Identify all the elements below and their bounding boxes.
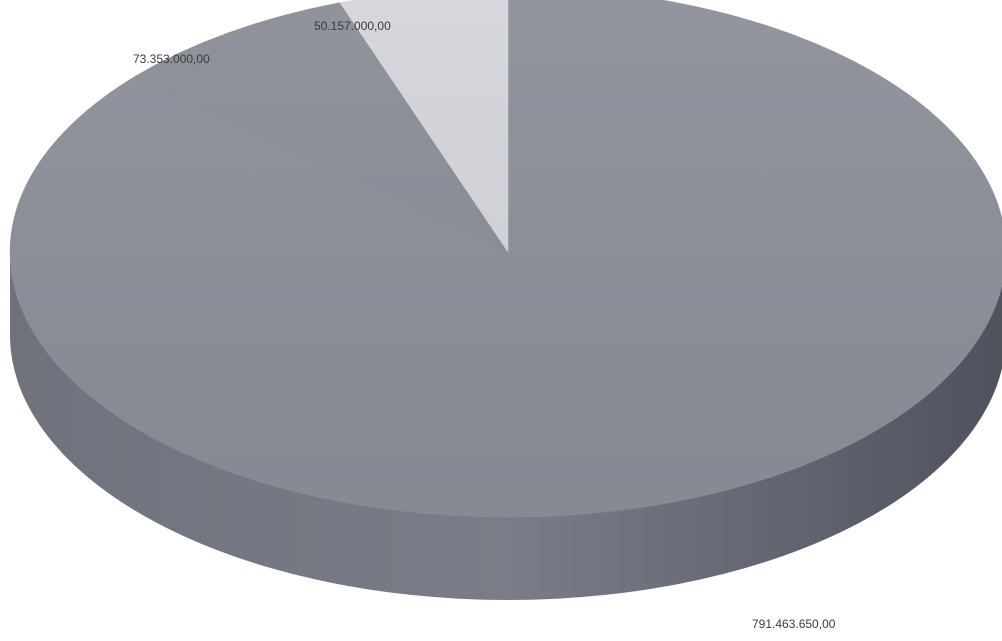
pie-slice-layer	[9, 0, 1002, 518]
pie-label-layer: 791.463.650,00 73.353.000,00 50.157.000,…	[133, 19, 836, 631]
slice-label-small: 50.157.000,00	[314, 19, 391, 33]
pie-side-rim	[10, 252, 1002, 600]
slice-label-large: 791.463.650,00	[752, 617, 836, 631]
slice-label-medium: 73.353.000,00	[133, 52, 210, 66]
pie-side-layer	[10, 252, 1002, 600]
pie-top-sheen	[10, 0, 1002, 517]
